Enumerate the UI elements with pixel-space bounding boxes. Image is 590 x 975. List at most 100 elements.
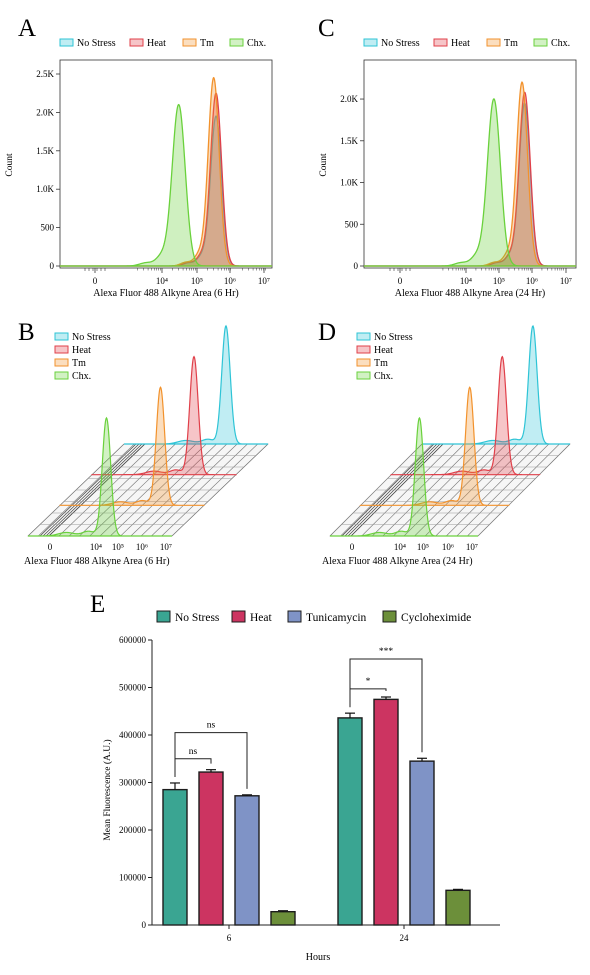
perspective-grid-d xyxy=(329,443,571,537)
legend-swatch-no-stress xyxy=(59,38,74,47)
legend-label-no-stress: No Stress xyxy=(72,332,111,343)
panel-letter-a: A xyxy=(18,15,36,42)
legend-label-no-stress: No Stress xyxy=(374,332,413,343)
histogram-chx xyxy=(364,98,576,267)
x-tick-label: 10⁵ xyxy=(493,276,505,286)
offset-histogram-heat xyxy=(389,355,541,476)
significance-label: * xyxy=(366,677,371,687)
y-axis-a: 0 500 1.0K 1.5K 2.0K 2.5K xyxy=(36,69,60,271)
offset-histogram-chx xyxy=(28,416,172,537)
legend-label-heat: Heat xyxy=(374,345,393,356)
y-tick-label: 600000 xyxy=(119,635,147,645)
x-axis-label-b: Alexa Fluor 488 Alkyne Area (6 Hr) xyxy=(24,556,170,567)
significance-bracket xyxy=(174,732,248,789)
x-tick-label: 10⁷ xyxy=(466,542,478,552)
y-axis-e: 0 100000 200000 300000 400000 500000 600000 xyxy=(119,635,153,930)
legend-swatch-heat xyxy=(54,345,69,354)
histogram-panel-a: No Stress Heat Tm Chx. 0 500 1.0K 1.5K 2.0K 2.5K… xyxy=(5,38,273,299)
bar-no-stress-24 xyxy=(337,717,363,926)
bar-cycloheximide-6 xyxy=(270,911,296,926)
y-tick-label: 2.5K xyxy=(36,69,54,79)
legend-swatch-chx xyxy=(356,371,371,380)
x-tick-label: 10⁵ xyxy=(417,542,429,552)
y-axis-label-a: Count xyxy=(5,153,15,177)
legend-swatch-no-stress xyxy=(54,332,69,341)
histogram-tm xyxy=(364,81,576,267)
legend-swatch-heat xyxy=(129,38,144,47)
histogram-panel-c: No Stress Heat Tm Chx. 0 500 1.0K 1.5K 2.0K 0 10… xyxy=(319,38,577,299)
x-tick-label: 0 xyxy=(350,542,355,552)
legend-swatch-tunicamycin xyxy=(287,610,302,623)
x-axis-b: 0 10⁴ 10⁵ 10⁶ 10⁷ xyxy=(48,542,172,552)
legend-label-chx: Chx. xyxy=(247,38,266,49)
perspective-grid-b xyxy=(27,443,269,537)
y-tick-label: 500 xyxy=(345,219,359,229)
bar-tunicamycin-6 xyxy=(234,795,260,926)
x-axis-a: 0 10⁴ 10⁵ 10⁶ 10⁷ xyxy=(84,268,270,286)
legend-b: No Stress Heat Tm Chx. xyxy=(54,332,111,382)
legend-label-no-stress: No Stress xyxy=(381,38,420,49)
offset-curves-d xyxy=(330,324,570,537)
legend-swatch-tm xyxy=(486,38,501,47)
legend-label-tm: Tm xyxy=(72,358,86,369)
x-axis-c: 0 10⁴ 10⁵ 10⁶ 10⁷ xyxy=(389,268,572,286)
legend-label-heat: Heat xyxy=(72,345,91,356)
legend-label-heat: Heat xyxy=(147,38,166,49)
y-tick-label: 1.0K xyxy=(340,178,358,188)
panel-letter-c: C xyxy=(318,15,335,42)
bar-cycloheximide-24 xyxy=(445,889,471,926)
x-tick-label: 10⁷ xyxy=(258,276,270,286)
legend-swatch-chx xyxy=(54,371,69,380)
x-tick-label: 10⁶ xyxy=(442,542,454,552)
x-tick-label: 10⁶ xyxy=(526,276,538,286)
x-axis-label-a: Alexa Fluor 488 Alkyne Area (6 Hr) xyxy=(93,288,239,299)
legend-swatch-chx xyxy=(533,38,548,47)
panel-letter-d: D xyxy=(318,319,336,346)
legend-swatch-cycloheximide xyxy=(382,610,397,623)
bar-no-stress-6 xyxy=(162,788,188,926)
significance-label: ns xyxy=(207,721,216,731)
x-axis-label-d: Alexa Fluor 488 Alkyne Area (24 Hr) xyxy=(322,556,473,567)
x-tick-label: 24 xyxy=(400,933,410,943)
y-tick-label: 200000 xyxy=(119,825,147,835)
bar-tunicamycin-24 xyxy=(409,760,435,926)
legend-label-heat: Heat xyxy=(250,612,273,624)
legend-label-heat: Heat xyxy=(451,38,470,49)
y-axis-label-e: Mean Fluorescence (A.U.) xyxy=(102,739,113,840)
significance-label: *** xyxy=(379,647,394,657)
bar-heat-24 xyxy=(373,698,399,926)
legend-swatch-no-stress xyxy=(156,610,171,623)
legend-swatch-tm xyxy=(356,358,371,367)
y-tick-label: 500 xyxy=(41,223,55,233)
legend-label-no-stress: No Stress xyxy=(77,38,116,49)
panel-letter-e: E xyxy=(90,591,105,618)
legend-label-chx: Chx. xyxy=(551,38,570,49)
y-tick-label: 2.0K xyxy=(36,107,54,117)
plot-frame-c xyxy=(363,59,577,269)
x-tick-label: 10⁴ xyxy=(90,542,102,552)
legend-label-tm: Tm xyxy=(200,38,214,49)
x-tick-label: 0 xyxy=(93,276,98,286)
legend-label-tunicamycin: Tunicamycin xyxy=(306,612,367,624)
legend-label-cycloheximide: Cycloheximide xyxy=(401,612,471,624)
offset-histogram-heat xyxy=(91,355,237,476)
y-tick-label: 300000 xyxy=(119,778,147,788)
y-tick-label: 1.5K xyxy=(340,136,358,146)
bar-heat-6 xyxy=(198,771,224,926)
legend-e: No Stress Heat Tunicamycin Cycloheximide xyxy=(156,610,471,624)
x-tick-label: 6 xyxy=(227,933,232,943)
y-tick-label: 1.5K xyxy=(36,146,54,156)
histogram-curves-c xyxy=(364,81,576,267)
offset-histogram-panel-d: No Stress Heat Tm Chx. 0 10⁴ 10⁵ 10⁶ 10⁷ Alexa … xyxy=(322,324,571,567)
legend-swatch-no-stress xyxy=(356,332,371,341)
legend-swatch-heat xyxy=(231,610,246,623)
histogram-curves-a xyxy=(60,76,272,267)
offset-histogram-tm xyxy=(359,386,511,506)
legend-swatch-chx xyxy=(229,38,244,47)
x-tick-label: 10⁴ xyxy=(394,542,406,552)
y-tick-label: 500000 xyxy=(119,683,147,693)
y-tick-label: 0 xyxy=(354,261,359,271)
y-tick-label: 0 xyxy=(142,920,147,930)
x-axis-label-e: Hours xyxy=(306,952,331,963)
y-axis-label-c: Count xyxy=(319,153,329,177)
